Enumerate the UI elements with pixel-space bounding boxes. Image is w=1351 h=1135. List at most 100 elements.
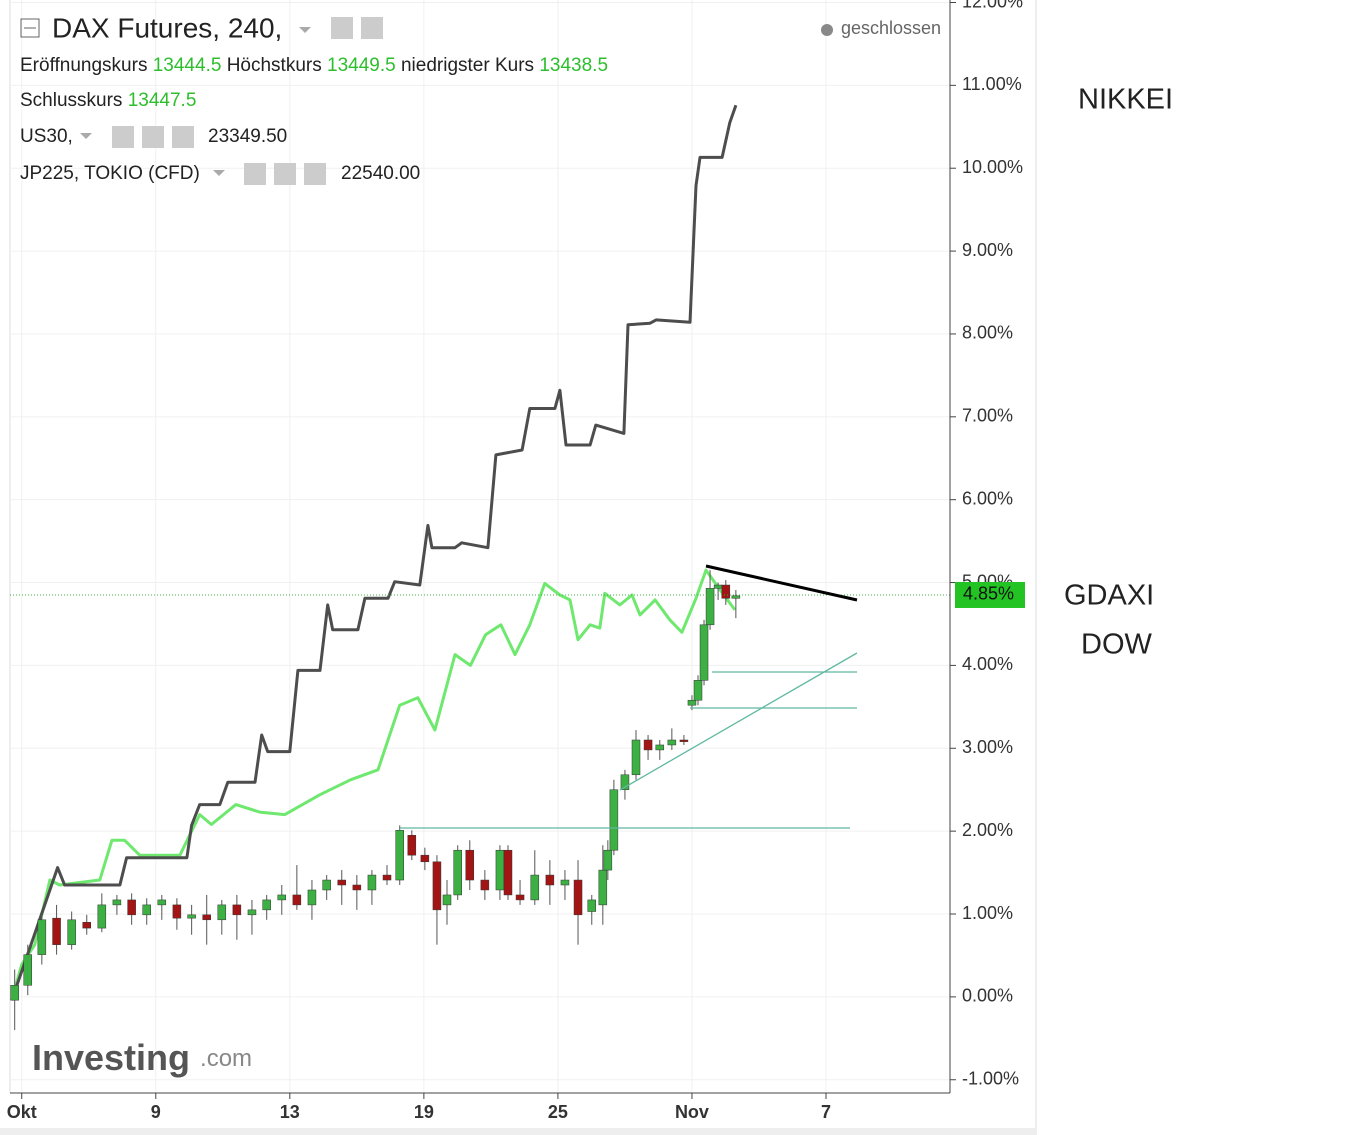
legend-label: Schlusskurs: [20, 90, 128, 111]
candle-body: [142, 904, 151, 916]
eye-icon[interactable]: [112, 126, 134, 148]
legend-value: 23349.50: [208, 126, 287, 147]
x-tick-label: Nov: [675, 1102, 709, 1122]
legend-entry: US30,: [20, 126, 73, 147]
watermark-brand: Investing: [32, 1037, 200, 1078]
candle-body: [598, 869, 608, 906]
candle-body: [705, 588, 715, 626]
y-tick-label: 8.00%: [962, 323, 1013, 343]
candle-body: [307, 889, 317, 906]
candle-body: [515, 894, 525, 901]
status-dot: [821, 24, 833, 36]
candle-body: [620, 774, 630, 790]
x-tick-label: 25: [548, 1102, 568, 1122]
status: geschlossen: [841, 18, 941, 38]
candle-body: [395, 830, 404, 881]
candle-body: [631, 739, 641, 776]
candle-body: [643, 739, 653, 751]
annotation: GDAXI: [1064, 580, 1154, 612]
trend-line: [619, 652, 858, 791]
settings-icon[interactable]: [361, 17, 383, 39]
legend-value: 13438.5: [539, 55, 608, 76]
x-tick-label: 9: [151, 1102, 161, 1122]
candle-body: [407, 835, 417, 856]
legend-label: Eröffnungskurs: [20, 55, 153, 76]
candle-body: [465, 849, 475, 881]
candle-body: [573, 879, 583, 916]
x-tick-label: 19: [414, 1102, 434, 1122]
candle-body: [82, 922, 91, 929]
candle-body: [127, 899, 136, 916]
candle-body: [217, 904, 227, 921]
candle-body: [202, 914, 211, 921]
dropdown-icon[interactable]: [213, 170, 225, 176]
x-tick-label: 13: [280, 1102, 300, 1122]
legend-value: 13449.5: [327, 55, 401, 76]
candle-body: [679, 739, 689, 742]
candle-body: [420, 854, 430, 863]
candle-body: [157, 899, 167, 906]
annotation: NIKKEI: [1078, 84, 1173, 116]
candle-body: [97, 904, 107, 929]
y-tick-label: 3.00%: [962, 737, 1013, 757]
candle-body: [247, 909, 257, 916]
candle-body: [337, 879, 347, 886]
axes: -1.00%0.00%1.00%2.00%3.00%4.00%5.00%6.00…: [7, 0, 1025, 1122]
y-tick-label: -1.00%: [962, 1068, 1019, 1088]
scrollbar: [0, 1128, 1036, 1135]
collapse-icon[interactable]: [20, 18, 40, 38]
candle-body: [480, 879, 490, 891]
eye-icon[interactable]: [331, 17, 353, 39]
legend-value: 13447.5: [128, 90, 197, 111]
candle-body: [495, 849, 505, 891]
candle-body: [187, 914, 196, 919]
candle-body: [530, 874, 540, 901]
candle-body: [603, 849, 613, 871]
eye-icon[interactable]: [244, 163, 266, 185]
y-tick-label: 4.00%: [962, 654, 1013, 674]
legend-entry: JP225, TOKIO (CFD): [20, 163, 200, 184]
remove-icon[interactable]: [172, 126, 194, 148]
candle-body: [367, 874, 377, 891]
price-label-box: [955, 581, 1025, 608]
trend-line: [705, 564, 858, 602]
y-tick-label: 11.00%: [962, 74, 1022, 94]
y-tick-label: 9.00%: [962, 240, 1013, 260]
y-tick-label: 10.00%: [962, 157, 1023, 177]
candle-body: [667, 739, 677, 746]
y-tick-label: 0.00%: [962, 986, 1013, 1006]
candle-body: [693, 680, 703, 701]
settings-icon[interactable]: [274, 163, 296, 185]
chart-title: DAX Futures, 240,: [52, 12, 282, 43]
y-tick-label: 6.00%: [962, 488, 1013, 508]
candle-body: [37, 919, 47, 955]
dropdown-icon[interactable]: [80, 133, 92, 139]
candle-body: [292, 894, 302, 906]
y-tick-label: 7.00%: [962, 406, 1013, 426]
remove-icon[interactable]: [304, 163, 326, 185]
candle-body: [713, 584, 723, 589]
candle-body: [352, 884, 362, 891]
settings-icon[interactable]: [142, 126, 164, 148]
price-label: 4.85%: [963, 584, 1014, 604]
candle-body: [609, 789, 619, 851]
candle-body: [10, 985, 19, 1001]
legend-value: 13444.5: [153, 55, 227, 76]
candle-body: [172, 904, 182, 919]
candle-body: [322, 879, 331, 891]
ohlc-legend: Eröffnungskurs 13444.5 Höchstkurs 13449.…: [20, 55, 608, 76]
watermark-suffix: .com: [200, 1045, 252, 1072]
candle-body: [277, 894, 287, 901]
legend-label: Höchstkurs: [227, 55, 327, 76]
legend-value: 22540.00: [341, 163, 420, 184]
dropdown-icon[interactable]: [299, 27, 311, 33]
candle-body: [687, 699, 697, 706]
candle-body: [731, 595, 741, 599]
candle-body: [560, 879, 570, 886]
candle-body: [382, 874, 392, 881]
ohlc-legend: Schlusskurs 13447.5: [20, 90, 196, 111]
candle-body: [699, 624, 709, 681]
y-tick-label: 2.00%: [962, 820, 1013, 840]
